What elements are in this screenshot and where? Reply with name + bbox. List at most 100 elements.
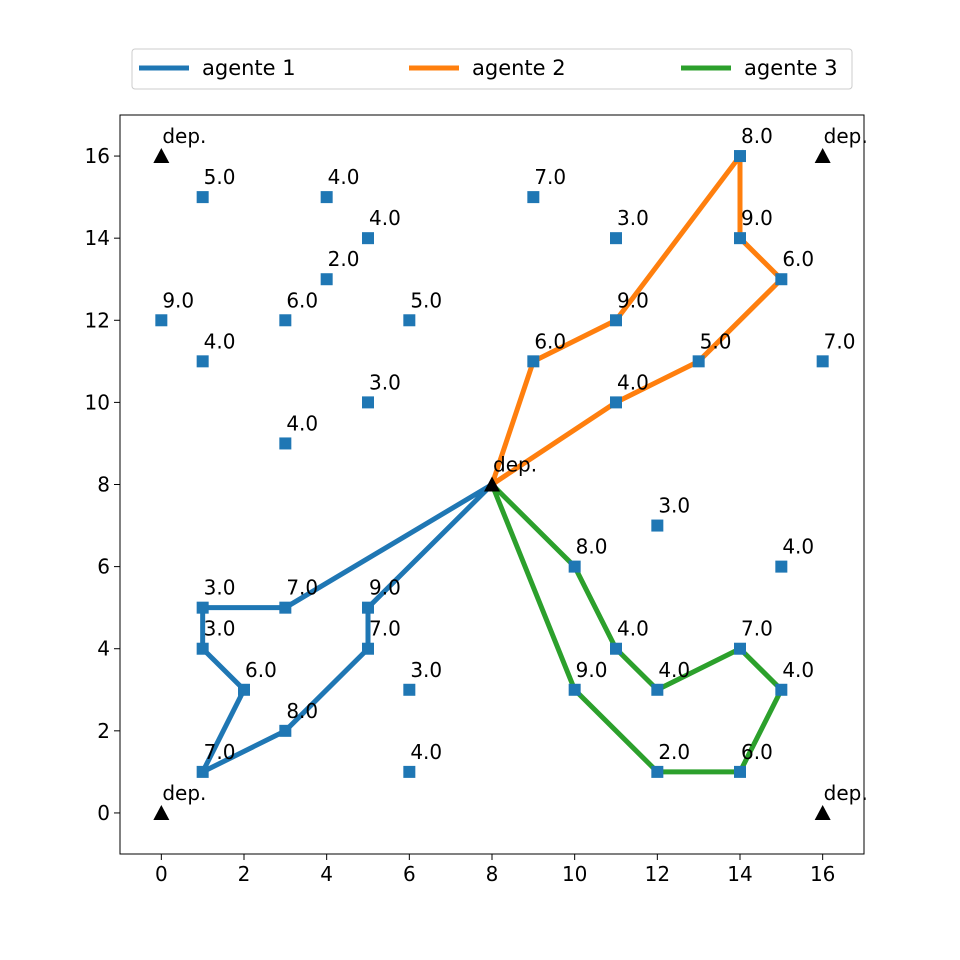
customer-demand-label: 3.0: [204, 576, 236, 600]
customer-demand-label: 4.0: [782, 535, 814, 559]
customer-point: [816, 355, 829, 368]
depot-marker: [153, 804, 170, 820]
customer-point: [651, 765, 664, 778]
customer-demand-label: 4.0: [617, 370, 649, 394]
points-layer: [153, 148, 831, 820]
x-tick-label: 0: [155, 862, 168, 886]
legend-label-agente-2: agente 2: [472, 56, 566, 80]
x-tick-label: 14: [727, 862, 752, 886]
customer-demand-label: 9.0: [576, 658, 608, 682]
customer-demand-label: 4.0: [410, 740, 442, 764]
customer-demand-label: 3.0: [617, 206, 649, 230]
x-tick-label: 10: [562, 862, 587, 886]
customer-point: [734, 150, 746, 163]
x-tick-label: 16: [810, 862, 835, 886]
labels-layer: 5.0 4.0 7.0 8.0 4.0 3.0 9.0 2.0 6.0 9.0 6.0 5.0 9.0 4…: [162, 124, 867, 805]
customer-point: [610, 314, 622, 327]
customer-demand-label: 3.0: [658, 494, 690, 518]
customer-point: [362, 396, 374, 409]
customer-point: [651, 519, 664, 532]
customer-demand-label: 4.0: [204, 329, 236, 353]
customer-demand-label: 7.0: [534, 165, 566, 189]
customer-point: [196, 642, 209, 655]
y-tick-label: 6: [97, 555, 110, 579]
customer-point: [320, 273, 333, 286]
customer-point: [527, 191, 540, 204]
customer-point: [403, 314, 416, 327]
x-tick-label: 4: [320, 862, 333, 886]
depot-label: dep.: [493, 453, 537, 477]
customer-point: [692, 355, 705, 368]
customer-demand-label: 9.0: [369, 576, 401, 600]
route-agente-1: [200, 482, 494, 775]
customer-point: [320, 191, 333, 204]
x-tick-label: 8: [486, 862, 499, 886]
y-tick-label: 4: [97, 637, 110, 661]
customer-point: [610, 232, 622, 245]
routes-layer: [200, 153, 784, 775]
depot-marker: [814, 804, 831, 820]
customer-demand-label: 6.0: [741, 740, 773, 764]
customer-demand-label: 4.0: [328, 165, 360, 189]
legend-box: [131, 48, 853, 90]
y-tick-label: 12: [85, 308, 110, 332]
customer-point: [279, 601, 292, 614]
customer-demand-label: 8.0: [741, 124, 773, 148]
y-tick-label: 16: [85, 144, 110, 168]
depot-label: dep.: [824, 781, 868, 805]
customer-point: [734, 642, 746, 655]
customer-point: [734, 765, 746, 778]
customer-demand-label: 7.0: [824, 329, 856, 353]
customer-point: [403, 683, 416, 696]
customer-demand-label: 8.0: [576, 535, 608, 559]
depot-marker: [814, 148, 831, 164]
customer-point: [610, 642, 622, 655]
customer-demand-label: 4.0: [617, 617, 649, 641]
y-tick-label: 14: [85, 226, 110, 250]
customer-point: [279, 314, 292, 327]
depot-label: dep.: [162, 124, 206, 148]
legend: agente 1 agente 2 agente 3: [131, 48, 853, 90]
x-tick-label: 12: [645, 862, 670, 886]
customer-demand-label: 5.0: [410, 288, 442, 312]
customer-demand-label: 6.0: [286, 288, 318, 312]
route-agente-3: [489, 482, 784, 775]
customer-demand-label: 7.0: [286, 576, 318, 600]
y-tick-label: 8: [97, 473, 110, 497]
customer-demand-label: 4.0: [286, 411, 318, 435]
customer-point: [610, 396, 622, 409]
customer-demand-label: 7.0: [741, 617, 773, 641]
customer-point: [196, 355, 209, 368]
y-tick-label: 0: [97, 801, 110, 825]
customer-point: [196, 765, 209, 778]
customer-demand-label: 7.0: [204, 740, 236, 764]
customer-point: [775, 273, 788, 286]
customer-demand-label: 4.0: [782, 658, 814, 682]
customer-point: [403, 765, 416, 778]
customer-demand-label: 2.0: [658, 740, 690, 764]
customer-point: [196, 191, 209, 204]
customer-point: [279, 437, 292, 450]
customer-point: [775, 560, 788, 573]
customer-point: [527, 355, 540, 368]
customer-demand-label: 5.0: [204, 165, 236, 189]
customer-demand-label: 5.0: [700, 329, 732, 353]
depot-label: dep.: [162, 781, 206, 805]
legend-label-agente-1: agente 1: [202, 56, 296, 80]
customer-demand-label: 9.0: [741, 206, 773, 230]
depot-marker: [484, 476, 500, 492]
customer-point: [279, 724, 292, 737]
customer-demand-label: 2.0: [328, 247, 360, 271]
customer-point: [734, 232, 746, 245]
depot-label: dep.: [824, 124, 868, 148]
plot-area: 5.0 4.0 7.0 8.0 4.0 3.0 9.0 2.0 6.0 9.0 6.0 5.0 9.0 4…: [153, 124, 868, 820]
customer-point: [651, 683, 664, 696]
y-tick-label: 10: [85, 390, 110, 414]
customer-point: [775, 683, 788, 696]
legend-label-agente-3: agente 3: [744, 56, 838, 80]
customer-demand-label: 6.0: [534, 329, 566, 353]
y-tick-label: 2: [97, 719, 110, 743]
customer-point: [568, 683, 581, 696]
customer-demand-label: 3.0: [204, 617, 236, 641]
